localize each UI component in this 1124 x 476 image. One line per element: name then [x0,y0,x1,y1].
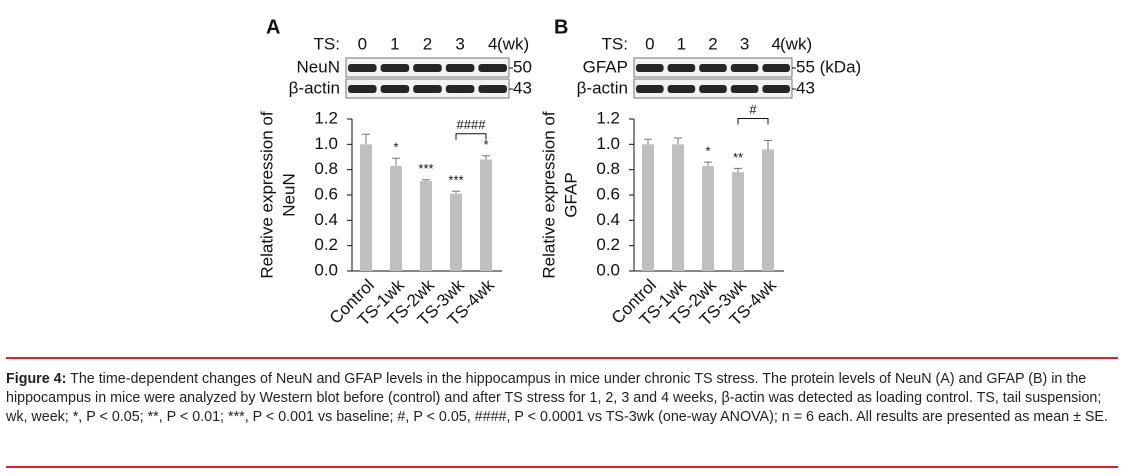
blot-unit: (wk) [497,34,529,53]
error-bar [392,157,400,166]
lane-label: 1 [677,34,686,53]
blot-band [413,64,442,72]
panel-label: A [266,16,280,38]
lane-label: 1 [390,34,399,53]
blot-header: TS: [314,34,340,53]
caption-label: Figure 4: [6,371,67,387]
bar [420,181,432,271]
lane-label: 4 [771,34,780,53]
y-tick-label: 1.2 [596,108,620,127]
blot-band [730,85,759,93]
blot-marker: 50 [513,57,532,76]
comparison-bracket [455,133,487,140]
y-tick-label: 0.4 [314,210,338,229]
lane-label: 2 [708,34,717,53]
comparison-label: #### [457,117,487,132]
significance-label: ** [733,150,743,165]
blot-band [699,85,727,93]
significance-label: *** [448,173,463,188]
bar [480,159,492,271]
bar [642,144,654,271]
caption: Figure 4: The time-dependent changes of … [6,370,1118,427]
y-tick-label: 1.0 [314,134,338,153]
y-tick-label: 0.0 [596,260,620,279]
bottom-rule [6,466,1118,468]
top-rule [6,357,1118,359]
error-bar [674,137,682,145]
blot-header: TS: [602,34,628,53]
y-tick-label: 1.0 [596,134,620,153]
blot-marker: 43 [796,78,815,97]
blot-band [478,85,507,93]
y-axis-label: Relative expression of [257,111,276,279]
figure: ATS: 0 1 2 3 4 (wk)NeuN 50β-actin 430.00.20.40.6… [257,16,861,329]
significance-label: *** [418,161,433,176]
blot-band [762,64,790,72]
blot-row-label: GFAP [583,57,628,76]
lane-label: 0 [645,34,654,53]
error-bar [362,133,370,145]
blot-band [636,85,664,93]
y-axis-label: GFAP [561,172,580,217]
blot-band [636,64,664,72]
y-tick-label: 0.0 [314,260,338,279]
error-bar [734,167,742,173]
blot-marker: 55 (kDa) [796,57,861,76]
error-bar [452,190,460,194]
error-bar [764,140,772,150]
y-tick-label: 0.2 [314,235,338,254]
blot-band [445,85,475,93]
significance-label: * [705,144,710,159]
y-tick-label: 0.8 [596,159,620,178]
blot-band [380,85,410,93]
panel-label: B [554,16,568,38]
blot-marker: 43 [513,78,532,97]
blot-band [478,64,507,72]
y-tick-label: 0.4 [596,210,620,229]
y-axis-label: NeuN [279,173,298,216]
comparison-label: # [749,102,757,117]
blot-band [762,85,790,93]
blot-row-label: NeuN [297,57,340,76]
blot-band [699,64,727,72]
y-tick-label: 0.6 [596,184,620,203]
blot-band [667,64,696,72]
y-tick-label: 0.6 [314,184,338,203]
bar [360,144,372,271]
lane-label: 4 [488,34,497,53]
error-bar [644,138,652,145]
error-bar [482,155,490,160]
bar [762,149,774,271]
blot-band [730,64,759,72]
lane-label: 2 [423,34,432,53]
y-tick-label: 1.2 [314,108,338,127]
bar [672,144,684,271]
blot-band [348,85,377,93]
blot-row-label: β-actin [577,78,628,97]
blot-band [413,85,442,93]
significance-label: * [483,137,488,152]
lane-label: 3 [740,34,749,53]
y-tick-label: 0.8 [314,159,338,178]
bar [732,172,744,271]
y-tick-label: 0.2 [596,235,620,254]
significance-label: * [393,140,398,155]
lane-label: 3 [455,34,464,53]
bar [450,193,462,271]
blot-row-label: β-actin [289,78,340,97]
blot-band [445,64,475,72]
blot-band [380,64,410,72]
bar [390,165,402,271]
lane-label: 0 [358,34,367,53]
blot-band [667,85,696,93]
blot-unit: (wk) [780,34,812,53]
bar [702,165,714,271]
caption-text: The time-dependent changes of NeuN and G… [6,371,1108,425]
error-bar [422,179,430,182]
error-bar [704,161,712,166]
comparison-bracket [737,118,769,125]
blot-band [348,64,377,72]
y-axis-label: Relative expression of [539,111,558,279]
